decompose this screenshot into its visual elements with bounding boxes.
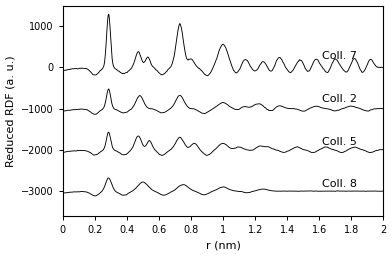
Text: Coll. 2: Coll. 2 xyxy=(323,94,358,104)
Text: Coll. 5: Coll. 5 xyxy=(323,137,358,147)
Text: Coll. 7: Coll. 7 xyxy=(323,51,358,61)
Text: Coll. 8: Coll. 8 xyxy=(323,179,358,189)
X-axis label: r (nm): r (nm) xyxy=(206,240,241,250)
Y-axis label: Reduced RDF (a. u.): Reduced RDF (a. u.) xyxy=(5,55,16,166)
